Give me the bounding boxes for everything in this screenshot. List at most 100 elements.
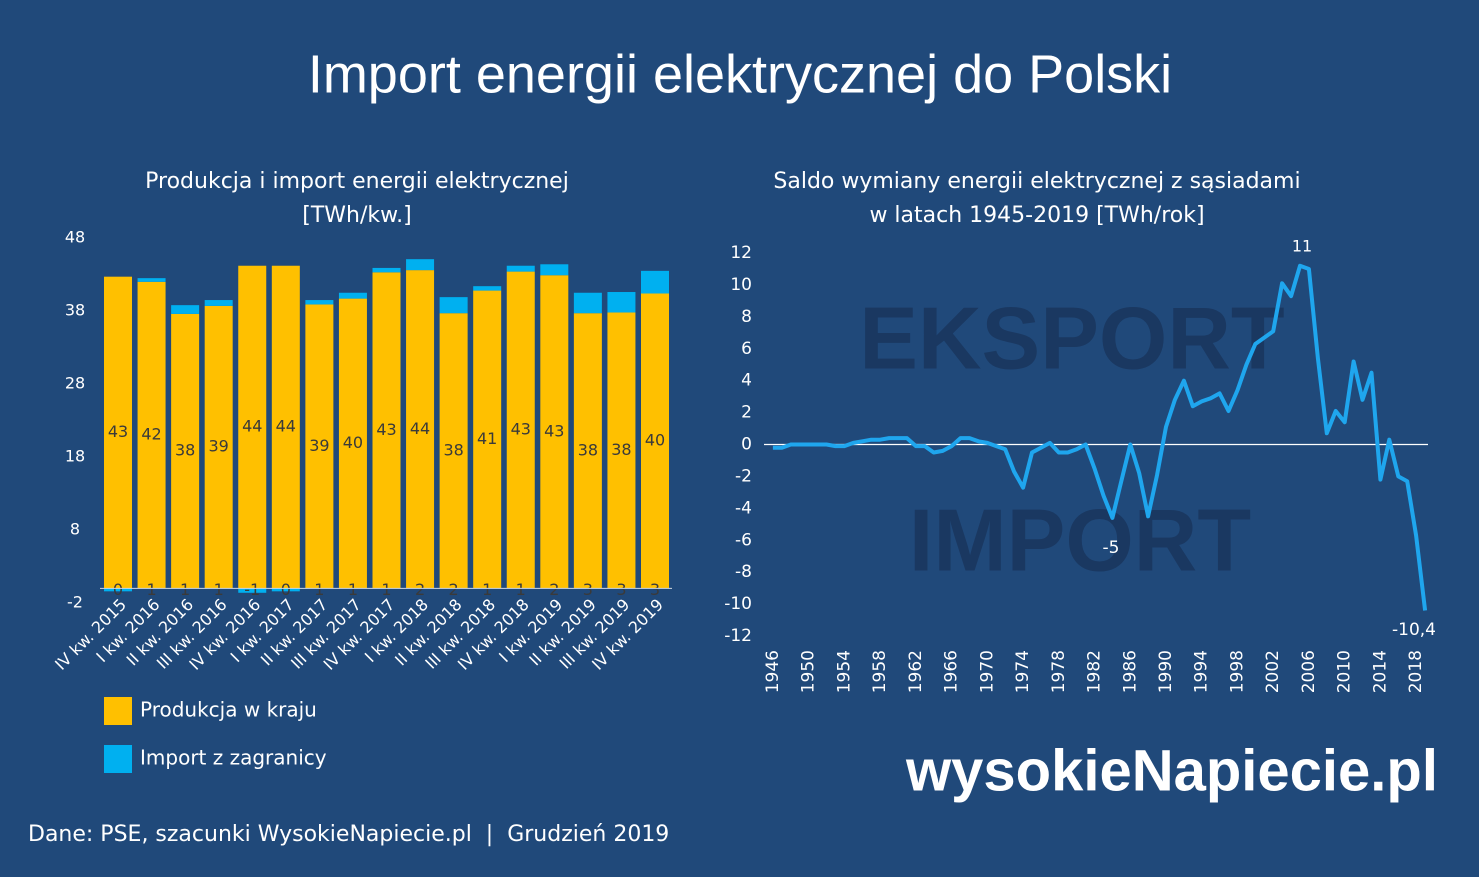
bar — [607, 292, 636, 313]
y-tick-label: 8 — [70, 520, 80, 539]
y-tick-label: 6 — [741, 339, 752, 359]
x-tick-label: 1986 — [1120, 650, 1140, 693]
data-label: 44 — [410, 419, 430, 438]
data-label: 42 — [141, 425, 161, 444]
y-tick-label: -12 — [724, 626, 752, 646]
bar — [372, 267, 401, 273]
x-tick-label: 1966 — [942, 650, 962, 693]
bar — [473, 286, 502, 291]
data-label: 1 — [381, 580, 391, 599]
bar — [271, 588, 300, 592]
data-label: 43 — [544, 421, 564, 440]
data-label: 1 — [516, 580, 526, 599]
x-tick-label: 1982 — [1085, 650, 1105, 693]
data-label: 1 — [482, 580, 492, 599]
bar — [439, 313, 468, 589]
bar — [104, 276, 132, 589]
y-tick-label: -8 — [735, 562, 752, 582]
data-label: 38 — [443, 440, 463, 459]
bar — [573, 292, 602, 314]
y-tick-label: 10 — [730, 275, 752, 295]
x-tick-label: 1974 — [1013, 650, 1033, 693]
logo: wysokieNapiecie.pl — [905, 738, 1438, 803]
data-label: 1 — [180, 580, 190, 599]
y-tick-label: -2 — [735, 466, 752, 486]
bar — [305, 304, 334, 589]
data-label: 1 — [348, 580, 358, 599]
data-label: 40 — [645, 430, 665, 449]
bar — [204, 300, 233, 306]
x-tick-label: 1958 — [870, 650, 890, 693]
bar — [406, 259, 435, 271]
legend-swatch — [104, 745, 132, 773]
chart-title: Saldo wymiany energii elektrycznej z sąs… — [773, 169, 1300, 194]
x-tick-label: 2006 — [1299, 650, 1319, 693]
bar — [137, 278, 166, 282]
y-tick-label: 8 — [741, 307, 752, 327]
legend-label: Produkcja w kraju — [140, 698, 317, 722]
line — [772, 263, 1428, 611]
bar — [204, 305, 233, 589]
data-label: 39 — [209, 437, 229, 456]
bar — [372, 272, 401, 589]
x-tick-label: 1994 — [1192, 650, 1212, 693]
data-label: 1 — [314, 580, 324, 599]
source: Dane: PSE, szacunki WysokieNapiecie.pl |… — [28, 822, 669, 847]
watermark: EKSPORT — [859, 288, 1284, 387]
bar — [238, 265, 267, 589]
data-label: 2 — [449, 580, 459, 599]
bar — [171, 305, 200, 314]
data-label: 3 — [583, 580, 593, 599]
data-label: 2 — [415, 580, 425, 599]
x-tick-label: 1990 — [1156, 650, 1176, 693]
data-label: 38 — [175, 441, 195, 460]
bar — [506, 271, 535, 589]
bar — [137, 281, 166, 589]
data-label: 44 — [276, 417, 296, 436]
x-tick-label: 2014 — [1370, 650, 1390, 693]
y-tick-label: 28 — [65, 374, 85, 393]
x-tick-label: 2018 — [1406, 650, 1426, 693]
x-tick-label: 2010 — [1335, 650, 1355, 693]
data-label: 0 — [281, 580, 291, 599]
data-label: 38 — [578, 440, 598, 459]
data-label: 0 — [113, 580, 123, 599]
legend-swatch — [104, 697, 132, 725]
data-label: 44 — [242, 417, 262, 436]
bar — [338, 292, 367, 299]
y-tick-label: -6 — [735, 530, 752, 550]
chart-title: w latach 1945-2019 [TWh/rok] — [869, 203, 1204, 228]
x-tick-label: 1946 — [763, 650, 783, 693]
bar — [104, 588, 132, 592]
y-tick-label: 12 — [730, 243, 752, 263]
data-label: 40 — [343, 433, 363, 452]
data-label: -1 — [244, 580, 260, 599]
x-tick-label: 1962 — [906, 650, 926, 693]
watermark: IMPORT — [909, 490, 1251, 589]
bar — [305, 300, 334, 305]
chart-title: [TWh/kw.] — [302, 203, 411, 228]
bar — [238, 588, 267, 593]
data-label: 41 — [477, 429, 497, 448]
y-tick-label: 48 — [65, 228, 85, 247]
bar — [540, 275, 569, 589]
data-label: 43 — [376, 420, 396, 439]
page-title: Import energii elektrycznej do Polski — [308, 44, 1172, 104]
data-label: 38 — [611, 440, 631, 459]
x-tick-label: 1998 — [1227, 650, 1247, 693]
x-tick-label: 2002 — [1263, 650, 1283, 693]
x-tick-label: 1970 — [977, 650, 997, 693]
annotation: 11 — [1292, 237, 1312, 256]
x-tick-label: 1978 — [1049, 650, 1069, 693]
data-label: 43 — [511, 419, 531, 438]
chart-title: Produkcja i import energii elektrycznej — [145, 169, 569, 194]
y-tick-label: 18 — [65, 447, 85, 466]
bar — [573, 313, 602, 589]
bar — [271, 265, 300, 589]
bar — [607, 312, 636, 589]
annotation: -10,4 — [1392, 620, 1436, 640]
x-tick-label: 1950 — [799, 650, 819, 693]
bar — [641, 293, 669, 589]
x-tick-label: 1954 — [834, 650, 854, 693]
